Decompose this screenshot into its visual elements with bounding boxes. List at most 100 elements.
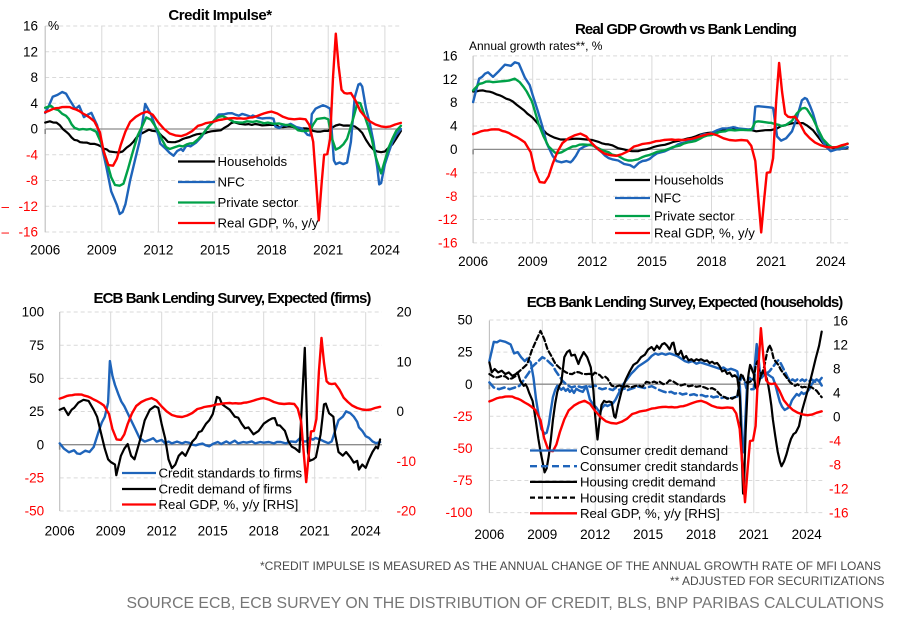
svg-text:Households: Households xyxy=(218,154,288,169)
svg-text:-50: -50 xyxy=(453,441,473,456)
svg-text:0: 0 xyxy=(37,437,45,452)
svg-text:2015: 2015 xyxy=(637,254,667,269)
svg-text:2009: 2009 xyxy=(96,523,126,538)
svg-text:8: 8 xyxy=(30,70,38,85)
svg-text:-10: -10 xyxy=(397,454,417,469)
svg-text:8: 8 xyxy=(450,95,458,110)
svg-text:Credit Impulse*: Credit Impulse* xyxy=(168,7,272,24)
svg-text:%: % xyxy=(48,19,59,33)
svg-text:Private sector: Private sector xyxy=(654,209,735,224)
svg-text:Credit standards to firms: Credit standards to firms xyxy=(159,466,303,481)
svg-text:Credit demand of firms: Credit demand of firms xyxy=(159,482,293,497)
svg-text:2018: 2018 xyxy=(686,527,716,542)
svg-text:-25: -25 xyxy=(453,409,473,424)
svg-text:20: 20 xyxy=(397,305,412,320)
svg-text:-8: -8 xyxy=(829,458,841,473)
svg-text:Real GDP, %, y/y: Real GDP, %, y/y xyxy=(654,226,755,241)
svg-text:-16: -16 xyxy=(438,236,458,251)
svg-text:2012: 2012 xyxy=(580,527,610,542)
svg-text:Real GDP, %, y/y [RHS]: Real GDP, %, y/y [RHS] xyxy=(159,497,299,512)
svg-text:-8: -8 xyxy=(445,189,457,204)
svg-text:2006: 2006 xyxy=(30,242,60,257)
svg-text:25: 25 xyxy=(457,345,472,360)
svg-text:-25: -25 xyxy=(25,471,45,486)
svg-text:NFC: NFC xyxy=(218,175,246,190)
svg-text:-20: -20 xyxy=(397,504,417,519)
svg-text:2006: 2006 xyxy=(474,527,504,542)
svg-text:Consumer credit demand: Consumer credit demand xyxy=(580,443,728,458)
svg-text:-100: -100 xyxy=(445,505,472,520)
svg-text:2015: 2015 xyxy=(633,527,663,542)
svg-text:Real GDP, %, y/y [RHS]: Real GDP, %, y/y [RHS] xyxy=(580,506,720,521)
svg-text:25: 25 xyxy=(29,404,44,419)
svg-text:SOURCE ECB, ECB SURVEY ON THE: SOURCE ECB, ECB SURVEY ON THE DISTRIBUTI… xyxy=(126,595,884,612)
svg-text:-75: -75 xyxy=(453,473,473,488)
svg-text:Real GDP, %, y/y: Real GDP, %, y/y xyxy=(218,216,319,231)
svg-text:0: 0 xyxy=(397,404,405,419)
svg-text:2012: 2012 xyxy=(577,254,607,269)
svg-text:16: 16 xyxy=(833,314,848,329)
svg-text:2012: 2012 xyxy=(147,523,177,538)
svg-text:4: 4 xyxy=(833,386,841,401)
svg-text:-16: -16 xyxy=(829,506,849,521)
svg-text:-16: -16 xyxy=(18,225,38,240)
svg-text:2006: 2006 xyxy=(458,254,488,269)
svg-text:NFC: NFC xyxy=(654,191,682,206)
svg-text:16: 16 xyxy=(23,19,38,34)
svg-text:2009: 2009 xyxy=(527,527,557,542)
svg-text:-4: -4 xyxy=(829,434,841,449)
svg-text:2018: 2018 xyxy=(249,523,279,538)
svg-text:2009: 2009 xyxy=(518,254,548,269)
svg-text:2021: 2021 xyxy=(756,254,786,269)
svg-text:0: 0 xyxy=(465,377,473,392)
svg-text:-12: -12 xyxy=(438,212,458,227)
svg-text:–: – xyxy=(2,225,10,240)
svg-text:ECB Bank Lending Survey, Expec: ECB Bank Lending Survey, Expected (house… xyxy=(527,294,843,311)
svg-text:Consumer credit standards: Consumer credit standards xyxy=(580,459,739,474)
svg-text:** ADJUSTED FOR SECURITIZATION: ** ADJUSTED FOR SECURITIZATIONS xyxy=(670,574,884,588)
svg-text:2009: 2009 xyxy=(87,242,117,257)
svg-text:–: – xyxy=(2,199,10,214)
svg-text:4: 4 xyxy=(450,119,458,134)
svg-text:4: 4 xyxy=(30,96,38,111)
svg-text:Housing credit standards: Housing credit standards xyxy=(580,490,726,505)
svg-text:2021: 2021 xyxy=(300,523,330,538)
svg-text:Annual growth rates**, %: Annual growth rates**, % xyxy=(469,39,603,53)
svg-text:-4: -4 xyxy=(445,165,457,180)
svg-text:-12: -12 xyxy=(829,482,849,497)
svg-text:0: 0 xyxy=(450,142,458,157)
svg-text:75: 75 xyxy=(29,338,44,353)
svg-text:2018: 2018 xyxy=(696,254,726,269)
svg-text:Private sector: Private sector xyxy=(218,195,299,210)
svg-text:2018: 2018 xyxy=(257,242,287,257)
svg-text:2012: 2012 xyxy=(143,242,173,257)
svg-text:*CREDIT IMPULSE IS MEASURED AS: *CREDIT IMPULSE IS MEASURED AS THE ANNUA… xyxy=(260,559,881,573)
svg-text:-4: -4 xyxy=(26,147,38,162)
svg-text:10: 10 xyxy=(397,354,412,369)
svg-text:12: 12 xyxy=(23,44,38,59)
svg-text:Housing credit demand: Housing credit demand xyxy=(580,475,716,490)
svg-text:2021: 2021 xyxy=(313,242,343,257)
svg-text:2021: 2021 xyxy=(739,527,769,542)
svg-text:12: 12 xyxy=(442,72,457,87)
svg-text:-50: -50 xyxy=(25,504,45,519)
svg-text:2024: 2024 xyxy=(351,523,382,538)
svg-text:50: 50 xyxy=(29,371,44,386)
svg-text:Households: Households xyxy=(654,173,724,188)
svg-text:50: 50 xyxy=(457,313,472,328)
svg-text:0: 0 xyxy=(30,122,38,137)
svg-text:2015: 2015 xyxy=(198,523,228,538)
svg-text:Real GDP Growth vs Bank Lendin: Real GDP Growth vs Bank Lending xyxy=(575,21,797,38)
svg-text:12: 12 xyxy=(833,338,848,353)
svg-text:0: 0 xyxy=(833,410,841,425)
svg-text:-8: -8 xyxy=(26,173,38,188)
svg-text:100: 100 xyxy=(22,305,45,320)
svg-text:16: 16 xyxy=(442,49,457,64)
svg-text:8: 8 xyxy=(833,362,841,377)
svg-text:2024: 2024 xyxy=(792,527,823,542)
svg-text:2024: 2024 xyxy=(816,254,847,269)
svg-text:ECB Bank Lending Survey, Expec: ECB Bank Lending Survey, Expected (firms… xyxy=(93,290,371,307)
svg-text:2024: 2024 xyxy=(370,242,401,257)
svg-text:-12: -12 xyxy=(18,199,38,214)
svg-text:2006: 2006 xyxy=(45,523,75,538)
